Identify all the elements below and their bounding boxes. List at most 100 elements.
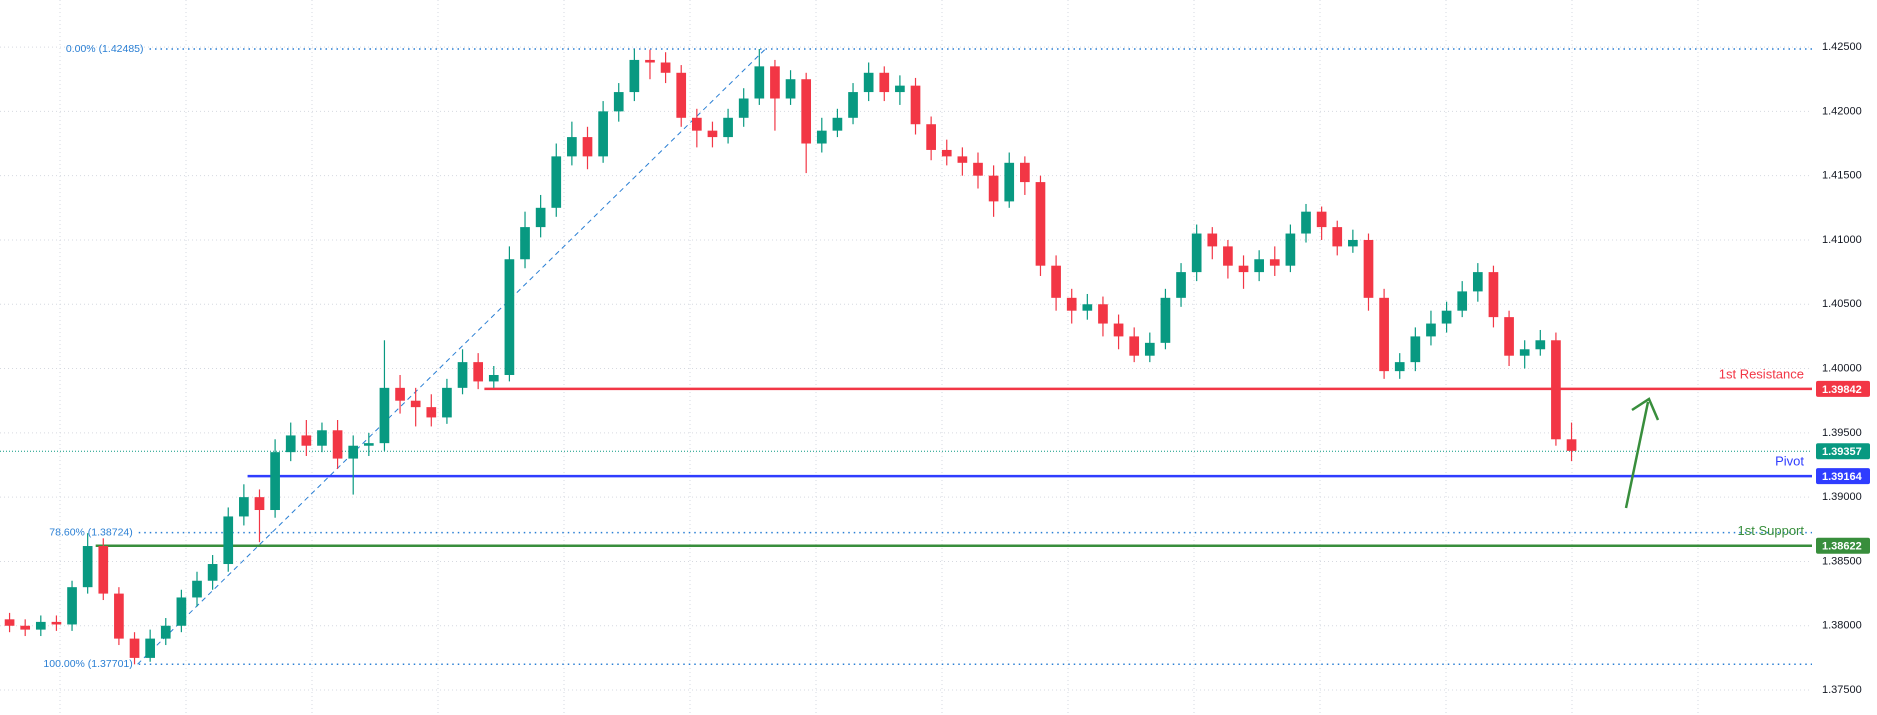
candle-body [1191, 233, 1202, 273]
candle-body [332, 430, 343, 459]
up-arrow [1624, 401, 1650, 509]
candle-body [51, 621, 62, 625]
candle-body [1488, 272, 1499, 318]
level-name: 1st Support [1738, 523, 1805, 538]
candle-body [488, 374, 499, 382]
candle-body [1566, 439, 1577, 451]
candle-body [317, 430, 327, 446]
candle-body [1254, 259, 1264, 273]
candle-body [114, 593, 124, 639]
candle-body [1348, 239, 1358, 247]
y-tick-label: 1.37500 [1822, 684, 1862, 696]
candle-body [1551, 340, 1561, 440]
candle-body [567, 137, 577, 157]
price-tag [1816, 380, 1870, 397]
candle-body [926, 124, 936, 150]
y-tick-label: 1.39000 [1822, 491, 1862, 503]
candle-body [1176, 272, 1186, 298]
candle-body [535, 207, 546, 228]
candle-body [239, 497, 249, 517]
y-tick-label: 1.41000 [1822, 234, 1862, 246]
candle-body [676, 72, 687, 118]
candle-body [160, 625, 171, 639]
candle-body [1035, 182, 1046, 266]
candle-body [348, 445, 359, 459]
candle-body [1332, 227, 1343, 247]
candle-body [1316, 211, 1327, 228]
candle-body [863, 72, 874, 93]
candle-body [551, 156, 562, 208]
candle-body [691, 117, 702, 131]
y-tick-label: 1.42000 [1822, 105, 1862, 117]
y-tick-label: 1.38500 [1822, 555, 1862, 567]
candle-body [67, 587, 77, 625]
y-tick-label: 1.41500 [1822, 170, 1862, 182]
candle-body [1410, 336, 1421, 363]
candle-body [895, 85, 905, 93]
candle-body [410, 400, 421, 408]
candle-body [363, 443, 374, 446]
candle-body [707, 130, 718, 138]
candle-body [1223, 246, 1233, 266]
candle-body [4, 619, 15, 626]
candle-body [957, 156, 968, 163]
candle-body [879, 72, 890, 93]
price-tag-label: 1.38622 [1822, 541, 1862, 553]
candle-body [145, 638, 155, 658]
candle-body [1082, 304, 1093, 311]
candle-body [770, 66, 780, 99]
candle-body [582, 137, 593, 157]
candle-body [1051, 265, 1061, 298]
fib-label: 78.60% (1.38724) [49, 526, 132, 538]
candle-body [223, 516, 234, 565]
candle-body [754, 66, 765, 99]
candle-body [738, 98, 749, 118]
candle-body [192, 580, 202, 598]
candle-body [504, 259, 515, 375]
fib-trend-line [137, 48, 766, 665]
candle-body [285, 435, 296, 453]
candle-body [832, 117, 843, 131]
price-tag [1816, 468, 1870, 485]
candle-body [613, 92, 624, 112]
candle-body [129, 638, 140, 658]
candle-body [941, 149, 952, 157]
level-name: Pivot [1775, 454, 1804, 469]
candle-body [1285, 233, 1296, 266]
candle-body [1207, 233, 1218, 247]
candle-body [660, 62, 671, 73]
price-tag-label: 1.39164 [1822, 471, 1863, 483]
candle-body [1504, 317, 1514, 356]
fib-label: 0.00% (1.42485) [66, 43, 144, 55]
candle-body [1426, 323, 1436, 337]
candle-body [1363, 239, 1374, 298]
candle-body [1379, 297, 1389, 372]
y-tick-label: 1.39500 [1822, 427, 1862, 439]
level-name: 1st Resistance [1719, 366, 1804, 381]
price-tag-label: 1.39357 [1822, 446, 1862, 458]
candle-body [1441, 310, 1452, 324]
candle-body [1301, 211, 1311, 234]
candle-body [1160, 297, 1171, 343]
candle-body [1535, 340, 1546, 350]
y-tick-label: 1.38000 [1822, 620, 1862, 632]
y-tick-label: 1.40000 [1822, 362, 1862, 374]
candle-body [645, 59, 655, 63]
candle-body [379, 387, 390, 444]
candle-body [270, 452, 280, 511]
y-tick-label: 1.40500 [1822, 298, 1862, 310]
candle-body [457, 362, 468, 388]
up-arrow-head [1631, 397, 1660, 421]
candle-body [816, 130, 827, 144]
candle-body [176, 597, 187, 626]
candle-body [598, 111, 608, 157]
candle-body [1066, 297, 1077, 311]
y-tick-label: 1.42500 [1822, 41, 1862, 53]
candle-body [35, 621, 46, 630]
candle-body [973, 162, 983, 176]
candle-body [848, 92, 858, 118]
candle-body [395, 387, 405, 401]
candle-body [1020, 162, 1030, 183]
candle-body [1004, 162, 1015, 202]
